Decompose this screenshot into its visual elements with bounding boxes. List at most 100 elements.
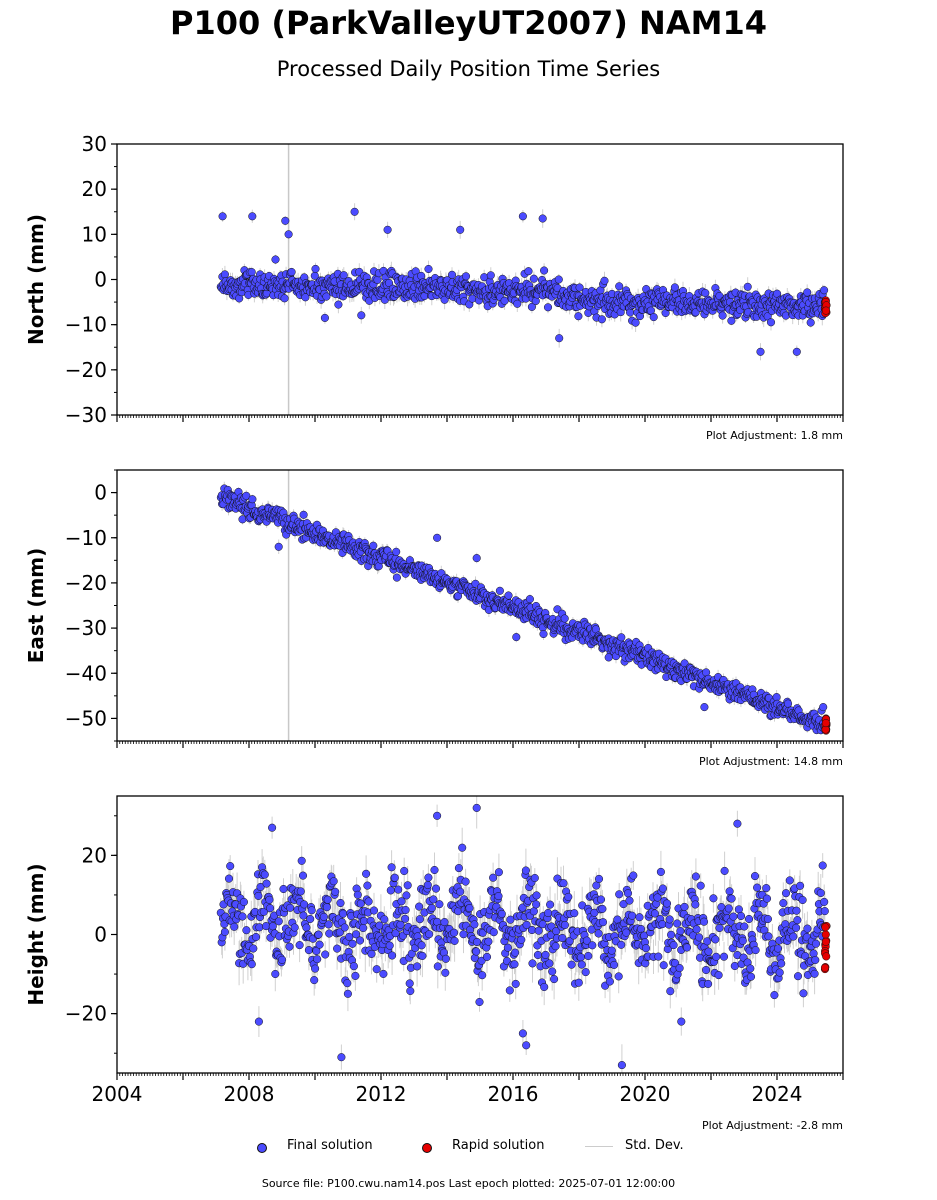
final-solution-point xyxy=(750,872,760,881)
final-solution-point xyxy=(725,887,734,896)
final-solution-point xyxy=(220,927,229,937)
final-solution-point xyxy=(226,862,235,871)
final-solution-point xyxy=(554,275,563,284)
final-solution-point xyxy=(218,212,227,221)
final-solution-point xyxy=(475,997,484,1007)
final-solution-point xyxy=(321,950,330,959)
final-solution-point xyxy=(351,971,360,980)
final-solution-point xyxy=(312,946,321,956)
data-layer xyxy=(216,470,831,741)
final-solution-point xyxy=(727,894,736,903)
final-solution-point xyxy=(400,866,409,876)
final-solution-point xyxy=(746,972,756,981)
y-tick-label: 30 xyxy=(82,132,107,156)
final-solution-point xyxy=(271,255,280,264)
final-solution-point xyxy=(712,952,721,961)
final-solution-point xyxy=(704,947,713,956)
final-solution-point xyxy=(810,969,819,978)
final-solution-point xyxy=(665,915,674,924)
y-tick-label: 20 xyxy=(82,177,107,201)
final-solution-point xyxy=(743,282,752,291)
final-solution-point xyxy=(297,856,306,865)
final-solution-point xyxy=(538,214,547,223)
final-solution-point xyxy=(740,922,749,931)
final-solution-point xyxy=(727,316,736,325)
y-tick-label: −20 xyxy=(65,358,107,382)
final-solution-point xyxy=(617,1061,626,1070)
final-solution-point xyxy=(604,653,613,662)
final-solution-point xyxy=(532,891,541,900)
final-solution-point xyxy=(278,955,287,964)
final-solution-point xyxy=(820,286,829,295)
final-solution-point xyxy=(505,986,514,995)
final-solution-point xyxy=(680,902,689,911)
final-solution-point xyxy=(348,939,357,948)
final-solution-point xyxy=(242,926,251,935)
final-solution-point xyxy=(427,903,436,913)
final-solution-point xyxy=(540,266,549,275)
final-solution-point xyxy=(555,334,564,343)
final-solution-point xyxy=(582,936,591,945)
legend-final-label: Final solution xyxy=(287,1138,373,1153)
final-solution-point xyxy=(392,573,401,582)
final-solution-point xyxy=(478,971,487,980)
final-solution-point xyxy=(279,884,288,894)
final-solution-point xyxy=(511,979,520,988)
final-solution-point xyxy=(700,703,709,712)
final-solution-point xyxy=(394,885,403,894)
final-solution-point xyxy=(339,271,348,280)
final-solution-point xyxy=(518,1029,527,1038)
final-solution-point xyxy=(650,909,659,918)
final-solution-point xyxy=(615,282,624,291)
final-solution-point xyxy=(529,274,538,283)
final-solution-point xyxy=(615,890,624,899)
final-solution-point xyxy=(254,1017,263,1026)
final-solution-point xyxy=(424,873,433,882)
final-solution-point xyxy=(340,923,349,932)
final-solution-point xyxy=(433,962,442,971)
final-solution-point xyxy=(388,951,397,960)
final-solution-point xyxy=(494,892,503,901)
final-solution-point xyxy=(265,895,274,904)
final-solution-point xyxy=(385,941,394,950)
final-solution-point xyxy=(550,975,559,984)
final-solution-point xyxy=(248,212,257,221)
final-solution-point xyxy=(775,968,784,977)
final-solution-point xyxy=(349,962,358,971)
final-solution-point xyxy=(486,271,495,280)
final-solution-point xyxy=(406,986,415,996)
final-solution-point xyxy=(220,270,229,279)
data-layer xyxy=(216,144,831,415)
final-solution-point xyxy=(584,951,593,961)
final-solution-point xyxy=(495,586,504,595)
final-solution-point xyxy=(472,937,482,947)
final-solution-point xyxy=(662,899,672,908)
final-solution-point xyxy=(653,893,662,902)
final-solution-point xyxy=(304,946,313,955)
final-solution-point xyxy=(290,923,299,932)
final-solution-point xyxy=(315,940,324,949)
final-solution-point xyxy=(594,929,603,938)
final-solution-point xyxy=(570,909,579,918)
y-axis-label: East (mm) xyxy=(24,548,48,664)
final-solution-point xyxy=(417,941,426,950)
final-solution-point xyxy=(654,952,663,961)
final-solution-point xyxy=(532,900,541,909)
final-solution-point xyxy=(819,703,828,712)
final-solution-point xyxy=(676,927,685,936)
y-tick-label: −10 xyxy=(65,313,107,337)
final-solution-point xyxy=(724,904,733,913)
final-solution-point xyxy=(465,904,474,913)
final-solution-point xyxy=(733,819,742,828)
final-solution-point xyxy=(440,918,449,927)
final-solution-point xyxy=(431,884,441,893)
final-solution-point xyxy=(248,495,257,504)
y-tick-label: −20 xyxy=(65,1002,107,1026)
final-solution-point xyxy=(581,968,590,977)
final-solution-point xyxy=(310,976,319,985)
final-solution-point xyxy=(268,823,277,832)
final-solution-point xyxy=(649,313,658,322)
final-solution-point xyxy=(691,900,700,909)
final-solution-point xyxy=(271,969,280,979)
